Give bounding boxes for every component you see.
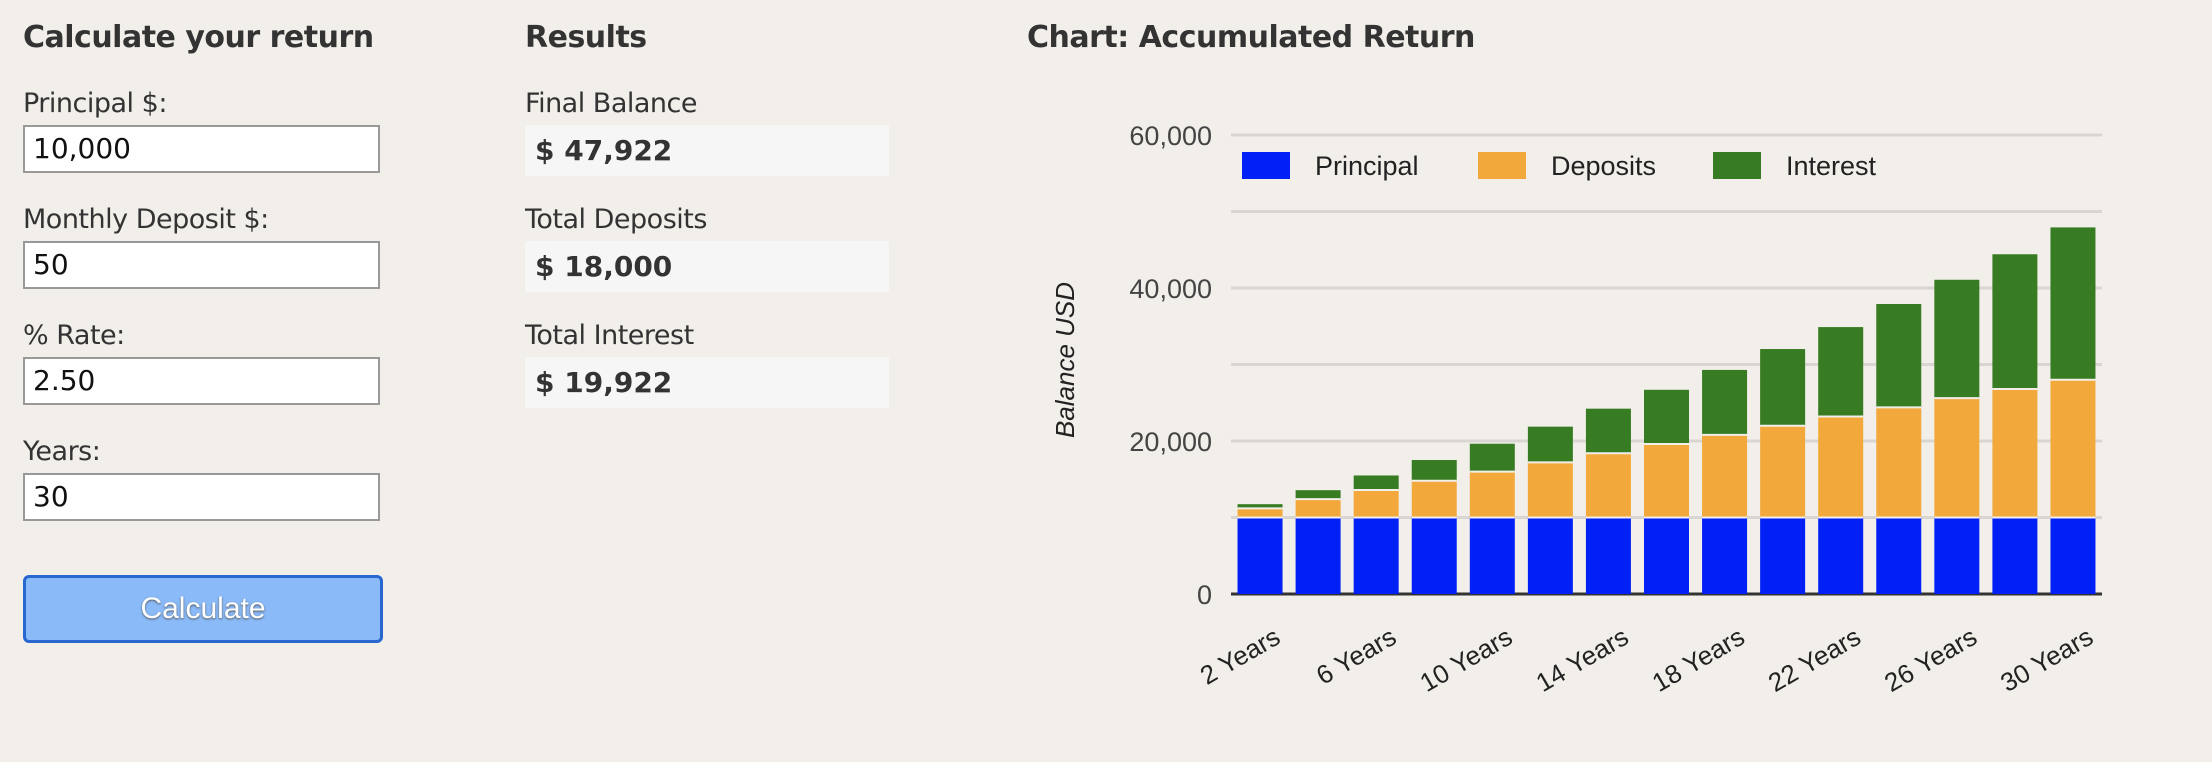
bar-principal <box>1992 517 2038 594</box>
bar-principal <box>1353 517 1399 594</box>
bar-deposits <box>1876 407 1922 518</box>
bar-interest <box>1934 279 1980 399</box>
final-balance-label: Final Balance <box>525 88 698 119</box>
y-tick-label: 20,000 <box>1129 427 1212 457</box>
years-input[interactable]: 30 <box>23 473 380 521</box>
bar-deposits <box>1411 480 1457 518</box>
bar-interest <box>2050 227 2096 380</box>
bar-deposits <box>1760 425 1806 518</box>
x-tick-label: 22 Years <box>1763 621 1866 698</box>
bar-deposits <box>1469 471 1515 518</box>
bar-interest <box>1992 254 2038 389</box>
x-tick-label: 2 Years <box>1195 621 1285 690</box>
bar-interest <box>1876 304 1922 408</box>
bar-principal <box>1295 517 1341 594</box>
total-deposits-label: Total Deposits <box>525 204 707 235</box>
x-tick-label: 14 Years <box>1531 621 1634 698</box>
bar-principal <box>2050 517 2096 594</box>
bar-principal <box>1876 517 1922 594</box>
x-tick-label: 30 Years <box>1995 621 2098 698</box>
bar-deposits <box>1353 489 1399 518</box>
x-tick-label: 26 Years <box>1879 621 1982 698</box>
legend-swatch-interest <box>1713 152 1761 179</box>
bar-interest <box>1760 349 1806 426</box>
bar-principal <box>1469 517 1515 594</box>
rate-input[interactable]: 2.50 <box>23 357 380 405</box>
bar-deposits <box>1585 453 1631 518</box>
bar-principal <box>1585 517 1631 594</box>
calculate-button[interactable]: Calculate <box>23 575 383 643</box>
bar-principal <box>1237 517 1283 594</box>
bar-principal <box>1702 517 1748 594</box>
bar-deposits <box>1934 398 1980 518</box>
bar-interest <box>1644 389 1689 445</box>
y-axis-title: Balance USD <box>1050 282 1080 438</box>
y-tick-label: 40,000 <box>1129 274 1212 304</box>
bar-principal <box>1411 517 1457 594</box>
bar-principal <box>1760 517 1806 594</box>
bar-interest <box>1411 459 1457 481</box>
bar-interest <box>1818 327 1864 417</box>
bar-deposits <box>1818 416 1864 518</box>
years-label: Years: <box>23 436 101 467</box>
monthly-deposit-label: Monthly Deposit $: <box>23 204 269 235</box>
bar-principal <box>1934 517 1980 594</box>
legend-swatch-principal <box>1242 152 1290 179</box>
bar-interest <box>1527 426 1573 463</box>
total-interest-value: $ 19,922 <box>525 357 889 408</box>
total-interest-label: Total Interest <box>525 320 694 351</box>
bar-principal <box>1527 517 1573 594</box>
bar-deposits <box>1527 462 1573 518</box>
y-tick-label: 60,000 <box>1129 121 1212 151</box>
bar-interest <box>1585 408 1631 454</box>
principal-input[interactable]: 10,000 <box>23 125 380 173</box>
legend-label-interest: Interest <box>1786 151 1877 181</box>
chart-title: Chart: Accumulated Return <box>1027 20 1475 55</box>
legend-swatch-deposits <box>1478 152 1526 179</box>
bar-deposits <box>1644 444 1689 518</box>
calculator-title: Calculate your return <box>23 20 374 55</box>
legend-label-deposits: Deposits <box>1551 151 1656 181</box>
legend-label-principal: Principal <box>1315 151 1419 181</box>
bar-principal <box>1818 517 1864 594</box>
bar-deposits <box>1992 388 2038 518</box>
bar-interest <box>1469 443 1515 472</box>
bar-deposits <box>1237 508 1283 518</box>
total-deposits-value: $ 18,000 <box>525 241 889 292</box>
bar-interest <box>1295 490 1341 500</box>
x-tick-label: 10 Years <box>1415 621 1518 698</box>
y-tick-label: 0 <box>1197 580 1212 610</box>
bar-principal <box>1644 517 1689 594</box>
bar-interest <box>1237 504 1283 509</box>
x-tick-label: 6 Years <box>1311 621 1401 690</box>
bar-interest <box>1353 475 1399 490</box>
final-balance-value: $ 47,922 <box>525 125 889 176</box>
monthly-deposit-input[interactable]: 50 <box>23 241 380 289</box>
results-title: Results <box>525 20 647 55</box>
principal-label: Principal $: <box>23 88 167 119</box>
x-tick-label: 18 Years <box>1647 621 1750 698</box>
bar-interest <box>1702 369 1748 435</box>
bar-deposits <box>1702 434 1748 518</box>
bar-deposits <box>1295 499 1341 518</box>
bar-deposits <box>2050 379 2096 518</box>
rate-label: % Rate: <box>23 320 125 351</box>
